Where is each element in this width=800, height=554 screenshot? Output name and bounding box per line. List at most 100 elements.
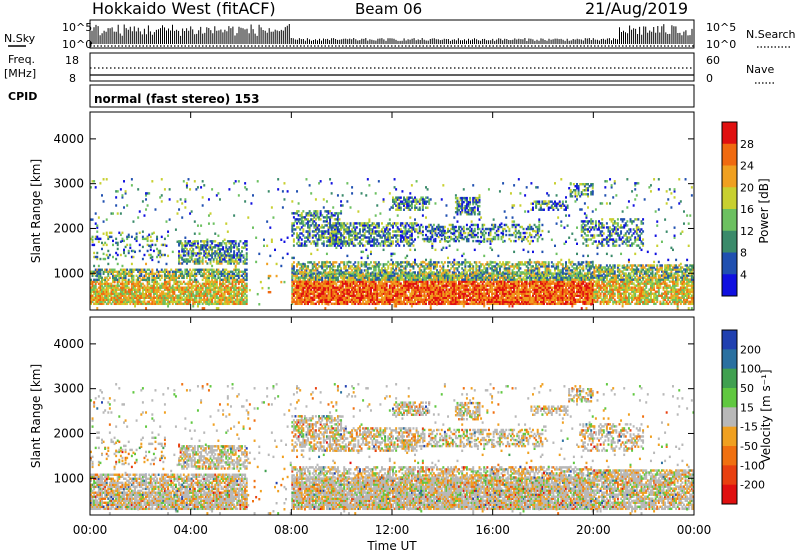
echo-cell [358, 294, 361, 297]
echo-cell [310, 292, 313, 295]
echo-cell [558, 298, 561, 301]
echo-cell [481, 292, 484, 295]
echo-cell [459, 274, 462, 277]
echo-cell [148, 302, 151, 306]
echo-cell [410, 272, 413, 275]
echo-cell [181, 290, 184, 293]
echo-cell [495, 290, 498, 293]
echo-cell [146, 290, 149, 293]
echo-cell [101, 290, 103, 293]
echo-cell [520, 280, 523, 283]
echo-cell [231, 258, 234, 261]
echo-cell [502, 280, 505, 283]
echo-cell [163, 278, 166, 282]
echo-cell [398, 298, 401, 301]
echo-cell [480, 278, 483, 281]
echo-cell [539, 272, 542, 275]
echo-cell [522, 278, 525, 281]
echo-cell [329, 292, 332, 295]
echo-cell [242, 270, 245, 273]
echo-cell [580, 294, 583, 297]
echo-cell [116, 298, 119, 301]
echo-cell [179, 272, 182, 276]
echo-cell [228, 280, 231, 284]
echo-cell [127, 294, 130, 297]
echo-cell [533, 298, 536, 301]
echo-cell [239, 240, 242, 243]
echo-cell [543, 280, 545, 283]
echo-cell [450, 267, 453, 270]
echo-cell [410, 302, 413, 306]
echo-cell [149, 270, 152, 273]
echo-cell [184, 298, 187, 301]
echo-cell [417, 284, 420, 287]
echo-cell [234, 282, 237, 286]
echo-cell [329, 290, 332, 293]
echo-cell [380, 282, 383, 285]
echo-cell [487, 294, 490, 297]
echo-cell [94, 296, 97, 299]
echo-cell [338, 296, 341, 299]
echo-cell [143, 237, 146, 241]
echo-cell [192, 242, 195, 245]
echo-cell [185, 302, 188, 306]
echo-cell [220, 248, 223, 251]
echo-cell [223, 270, 226, 273]
echo-cell [110, 298, 113, 301]
echo-cell [237, 290, 240, 293]
echo-cell [432, 282, 435, 285]
echo-cell [302, 290, 305, 293]
echo-cell [99, 268, 102, 271]
echo-cell [478, 284, 481, 287]
echo-cell [193, 260, 196, 263]
echo-cell [308, 298, 311, 301]
echo-cell [585, 288, 588, 291]
echo-cell [459, 294, 462, 297]
echo-cell [358, 288, 361, 291]
echo-cell [412, 261, 415, 264]
echo-cell [300, 294, 303, 297]
echo-cell [448, 290, 451, 293]
echo-cell [116, 270, 119, 273]
echo-cell [214, 290, 217, 293]
echo-cell [201, 240, 204, 243]
echo-cell [481, 286, 484, 289]
echo-cell [195, 258, 198, 261]
echo-cell [412, 271, 415, 274]
echo-cell [198, 298, 201, 301]
echo-cell [123, 284, 126, 288]
echo-cell [495, 300, 498, 304]
echo-cell [195, 296, 198, 299]
echo-cell [104, 290, 107, 293]
echo-cell [517, 294, 520, 297]
echo-cell [412, 288, 415, 291]
echo-cell [404, 274, 407, 277]
echo-cell [198, 248, 201, 251]
echo-cell [547, 286, 550, 289]
echo-cell [434, 294, 437, 297]
echo-cell [196, 284, 199, 288]
echo-cell [420, 300, 423, 304]
echo-cell [500, 284, 503, 287]
echo-cell [90, 302, 92, 306]
echo-cell [130, 270, 133, 273]
echo-cell [170, 286, 173, 289]
echo-cell [382, 265, 385, 268]
echo-cell [352, 292, 355, 295]
echo-cell [591, 290, 594, 293]
echo-cell [415, 263, 418, 266]
echo-cell [588, 278, 591, 281]
echo-cell [242, 242, 245, 245]
echo-cell [341, 274, 344, 277]
echo-cell [447, 294, 450, 297]
echo-cell [340, 269, 343, 272]
echo-cell [231, 296, 234, 299]
echo-cell [207, 300, 210, 304]
echo-cell [344, 288, 347, 291]
echo-cell [546, 298, 549, 301]
echo-cell [531, 280, 534, 283]
echo-cell [421, 278, 424, 281]
echo-cell [409, 284, 412, 287]
echo-cell [583, 288, 586, 291]
echo-cell [380, 284, 383, 287]
